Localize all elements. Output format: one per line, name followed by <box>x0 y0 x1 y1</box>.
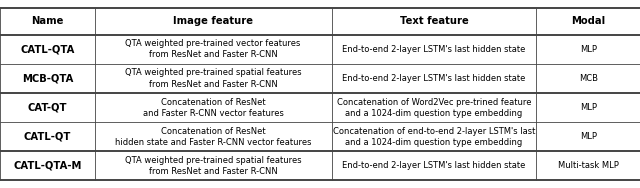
Text: CATL-QTA: CATL-QTA <box>20 44 74 54</box>
Text: Modal: Modal <box>571 16 605 26</box>
Text: MLP: MLP <box>580 45 596 54</box>
Text: End-to-end 2-layer LSTM's last hidden state: End-to-end 2-layer LSTM's last hidden st… <box>342 74 525 83</box>
Text: MLP: MLP <box>580 132 596 141</box>
Text: Multi-task MLP: Multi-task MLP <box>557 161 619 170</box>
Text: Concatenation of Word2Vec pre-trined feature
and a 1024-dim question type embedd: Concatenation of Word2Vec pre-trined fea… <box>337 98 531 118</box>
Text: Image feature: Image feature <box>173 16 253 26</box>
Text: Concatenation of ResNet
hidden state and Faster R-CNN vector features: Concatenation of ResNet hidden state and… <box>115 127 312 147</box>
Text: MCB: MCB <box>579 74 598 83</box>
Text: QTA weighted pre-trained spatial features
from ResNet and Faster R-CNN: QTA weighted pre-trained spatial feature… <box>125 68 301 89</box>
Text: CATL-QTA-M: CATL-QTA-M <box>13 161 81 171</box>
Text: MLP: MLP <box>580 103 596 112</box>
Text: CAT-QT: CAT-QT <box>28 103 67 113</box>
Text: End-to-end 2-layer LSTM's last hidden state: End-to-end 2-layer LSTM's last hidden st… <box>342 45 525 54</box>
Text: Name: Name <box>31 16 63 26</box>
Text: Concatenation of end-to-end 2-layer LSTM's last
and a 1024-dim question type emb: Concatenation of end-to-end 2-layer LSTM… <box>333 127 535 147</box>
Text: QTA weighted pre-trained vector features
from ResNet and Faster R-CNN: QTA weighted pre-trained vector features… <box>125 39 301 59</box>
Text: Concatenation of ResNet
and Faster R-CNN vector features: Concatenation of ResNet and Faster R-CNN… <box>143 98 284 118</box>
Text: MCB-QTA: MCB-QTA <box>22 74 73 83</box>
Text: CATL-QT: CATL-QT <box>24 132 71 142</box>
Text: QTA weighted pre-trained spatial features
from ResNet and Faster R-CNN: QTA weighted pre-trained spatial feature… <box>125 156 301 176</box>
Text: Text feature: Text feature <box>399 16 468 26</box>
Text: End-to-end 2-layer LSTM's last hidden state: End-to-end 2-layer LSTM's last hidden st… <box>342 161 525 170</box>
